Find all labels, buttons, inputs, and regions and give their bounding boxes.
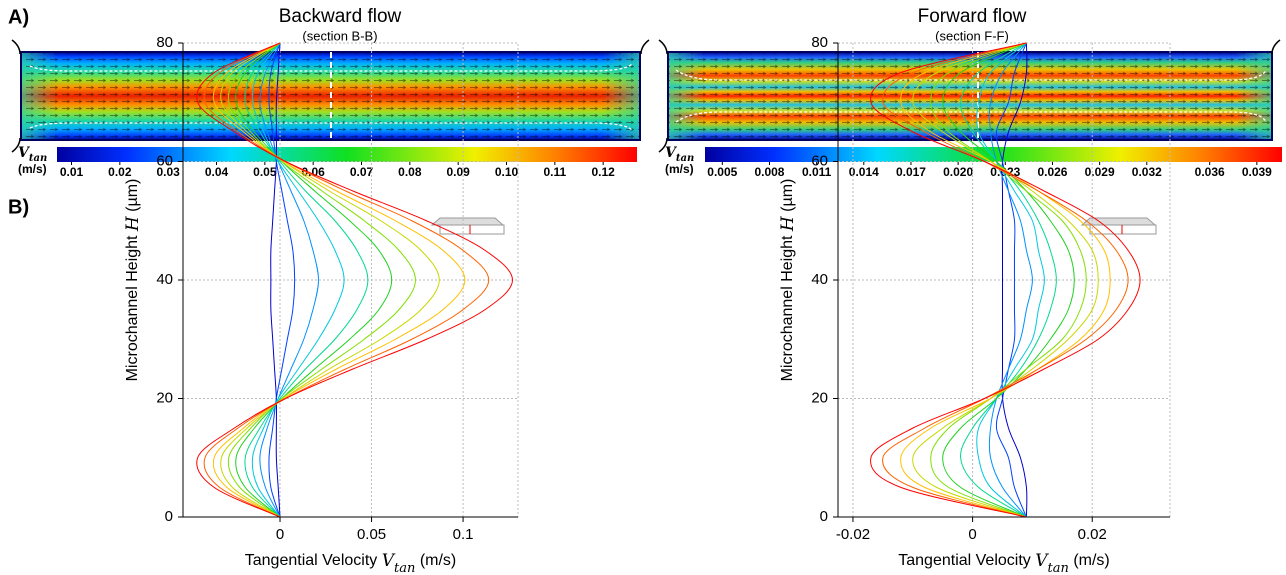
inset-icon (430, 217, 505, 235)
map-title: Forward flow (918, 6, 1027, 27)
y-axis-label: Microchannel Height H (µm) (123, 179, 143, 382)
x-axis-label-part: (m/s) (415, 552, 456, 569)
colorbar-tick-label: 0.039 (1242, 165, 1272, 179)
y-axis-label: Microchannel Height H (µm) (778, 179, 798, 382)
colorbar-label: Vtan (18, 145, 47, 164)
y-tick-label: 20 (156, 389, 173, 406)
y-tick-label: 80 (156, 34, 173, 51)
profile-line (212, 42, 466, 518)
colorbar-label: Vtan (665, 145, 694, 164)
colorbar (705, 147, 1282, 162)
profile-line (1001, 42, 1028, 518)
profile-line (912, 42, 1099, 518)
panel-label: A) (8, 6, 29, 28)
profile-line (196, 42, 514, 518)
colorbar-unit: (m/s) (18, 162, 47, 176)
profile-line (976, 42, 1045, 518)
x-axis-label-part: V (382, 551, 396, 571)
colorbar (57, 147, 637, 162)
colorbar-label-part: tan (29, 153, 47, 164)
x-axis-label-part: tan (1048, 561, 1069, 575)
colorbar-tick-label: 0.11 (543, 165, 566, 179)
profile-line (900, 42, 1111, 518)
x-axis-label-part: Tangential Velocity (245, 552, 382, 569)
colorbar-tick-label: 0.029 (1085, 165, 1115, 179)
colorbar-label-part: V (18, 145, 31, 161)
colorbar-tick-label: 0.026 (1037, 165, 1067, 179)
flow-map (11, 39, 650, 153)
colorbar-tick-label: 0.020 (943, 165, 973, 179)
colorbar-tick-label: 0.07 (350, 165, 374, 179)
profile-line (220, 42, 440, 518)
map-subtitle: (section B-B) (302, 28, 377, 43)
colorbar-tick-label: 0.01 (60, 165, 84, 179)
inset-icon (1080, 217, 1157, 235)
colorbar-tick-label: 0.036 (1195, 165, 1225, 179)
profile-line (882, 42, 1129, 518)
profile-line (995, 42, 1027, 518)
profile-line (960, 42, 1057, 518)
y-tick-label: 80 (811, 34, 828, 51)
profile-line (259, 42, 319, 518)
y-axis-label-part: (µm) (779, 179, 796, 217)
colorbar-tick-label: 0.08 (398, 165, 422, 179)
x-axis-label: Tangential Velocity Vtan (m/s) (245, 551, 457, 575)
colorbar-tick-label: 0.05 (253, 165, 277, 179)
colorbar-tick-label: 0.06 (301, 165, 325, 179)
x-axis-label-part: V (1035, 551, 1049, 571)
x-axis-label-part: Tangential Velocity (898, 552, 1035, 569)
x-tick-label: -0.02 (836, 526, 870, 543)
colorbar-label-part: tan (676, 153, 694, 164)
colorbar-tick-label: 0.03 (156, 165, 180, 179)
profile-line (270, 42, 281, 518)
colorbar-label-part: V (665, 145, 678, 161)
colorbar-unit: (m/s) (665, 162, 694, 176)
y-axis-label-part: H (123, 215, 143, 232)
x-tick-label: 0 (276, 526, 284, 543)
profile-line (235, 42, 393, 518)
x-tick-label: 0.02 (1078, 526, 1107, 543)
profile-line (870, 42, 1141, 518)
profile-line (203, 42, 490, 518)
map-subtitle: (section F-F) (935, 28, 1009, 43)
y-tick-label: 60 (156, 152, 173, 169)
profile-line (942, 42, 1075, 518)
y-axis-label-part: Microchannel Height (779, 231, 796, 381)
x-axis-label-part: (m/s) (1069, 552, 1110, 569)
colorbar-tick-label: 0.12 (591, 165, 615, 179)
profile-line (930, 42, 1087, 518)
panel-label: B) (8, 196, 29, 218)
colorbar-tick-label: 0.09 (446, 165, 470, 179)
colorbar-tick-label: 0.032 (1132, 165, 1162, 179)
colorbar-tick-label: 0.008 (754, 165, 784, 179)
y-axis-label-part: (µm) (124, 179, 141, 217)
y-tick-label: 0 (820, 508, 828, 525)
profile-line (988, 42, 1033, 518)
colorbar-tick-label: 0.017 (896, 165, 926, 179)
y-tick-label: 40 (811, 271, 828, 288)
x-axis-label: Tangential Velocity Vtan (m/s) (898, 551, 1110, 575)
profile-line (251, 42, 345, 518)
colorbar-tick-label: 0.014 (849, 165, 879, 179)
colorbar-tick-label: 0.011 (802, 165, 832, 179)
x-tick-label: 0.1 (453, 526, 474, 543)
profile-line (268, 42, 296, 518)
y-axis-label-part: Microchannel Height (124, 231, 141, 381)
y-tick-label: 0 (165, 508, 173, 525)
colorbar-tick-label: 0.02 (108, 165, 132, 179)
y-tick-label: 60 (811, 152, 828, 169)
y-tick-label: 40 (156, 271, 173, 288)
y-tick-label: 20 (811, 389, 828, 406)
map-title: Backward flow (279, 6, 402, 27)
colorbar-tick-label: 0.04 (205, 165, 229, 179)
x-tick-label: 0 (968, 526, 976, 543)
colorbar-tick-label: 0.10 (495, 165, 519, 179)
profile-line (244, 42, 369, 518)
x-axis-label-part: tan (394, 561, 415, 575)
y-axis-label-part: H (778, 215, 798, 232)
x-tick-label: 0.05 (357, 526, 386, 543)
colorbar-tick-label: 0.005 (707, 165, 737, 179)
profile-line (227, 42, 416, 518)
